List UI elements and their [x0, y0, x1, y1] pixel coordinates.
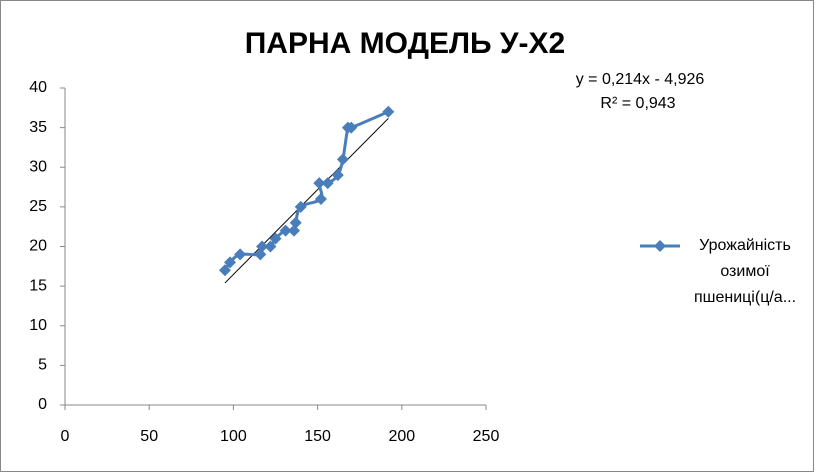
- trendline-equation: y = 0,214x - 4,926: [576, 71, 705, 88]
- y-tick-label: 15: [29, 277, 47, 294]
- marker: [314, 192, 327, 205]
- marker: [289, 216, 302, 229]
- marker: [336, 153, 349, 166]
- y-tick-label: 0: [38, 396, 47, 413]
- y-tick-label: 20: [29, 238, 47, 255]
- marker: [218, 264, 231, 277]
- trendline-r2: R² = 0,943: [600, 95, 675, 112]
- x-tick-label: 250: [473, 428, 500, 445]
- x-tick-label: 100: [220, 428, 247, 445]
- marker: [264, 240, 277, 253]
- marker: [294, 200, 307, 213]
- y-tick-label: 10: [29, 317, 47, 334]
- legend-marker: [654, 240, 666, 252]
- x-tick-label: 200: [388, 428, 415, 445]
- marker: [321, 177, 334, 190]
- marker: [331, 169, 344, 182]
- x-tick-label: 150: [304, 428, 331, 445]
- y-tick-label: 25: [29, 198, 47, 215]
- chart-title: ПАРНА МОДЕЛЬ У-Х2: [245, 27, 566, 60]
- marker: [254, 248, 267, 261]
- y-tick-label: 40: [29, 79, 47, 96]
- marker: [279, 224, 292, 237]
- marker: [256, 240, 269, 253]
- marker: [224, 256, 237, 269]
- y-tick-label: 5: [38, 357, 47, 374]
- marker: [288, 224, 301, 237]
- marker: [313, 177, 326, 190]
- x-tick-label: 0: [61, 428, 70, 445]
- y-tick-label: 30: [29, 158, 47, 175]
- y-tick-label: 35: [29, 119, 47, 136]
- x-tick-label: 50: [140, 428, 158, 445]
- marker: [234, 248, 247, 261]
- marker: [345, 121, 358, 134]
- marker: [382, 105, 395, 118]
- marker: [269, 232, 282, 245]
- legend-label: Урожайність озимої пшениці(ц/а...: [693, 237, 797, 306]
